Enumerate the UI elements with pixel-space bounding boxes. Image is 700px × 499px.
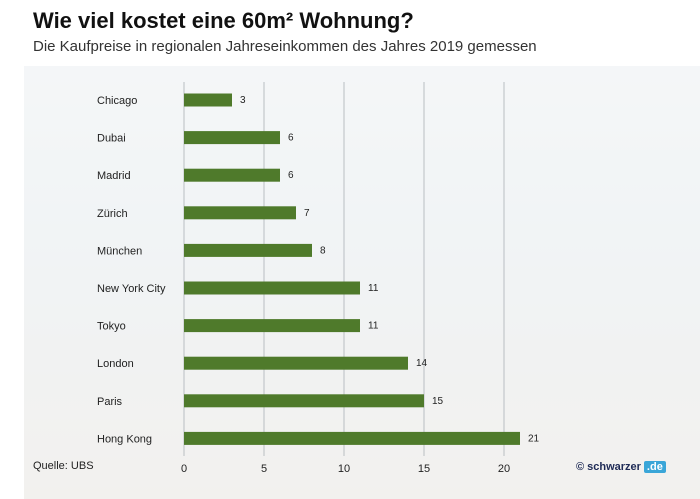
bar [184,168,280,182]
value-label: 14 [416,358,428,369]
value-label: 21 [528,433,540,444]
x-tick-label: 5 [261,463,267,475]
category-label: Zürich [97,208,128,220]
category-label: Tokyo [97,321,126,333]
background-haze [24,66,700,499]
brand-tld: .de [643,461,666,473]
category-label: Paris [97,396,123,408]
x-tick-label: 15 [418,463,430,475]
x-tick-label: 10 [338,463,350,475]
bar [184,206,296,220]
chart-title: Wie viel kostet eine 60m² Wohnung? [33,8,414,33]
bar [184,131,280,145]
value-label: 7 [304,208,310,219]
category-label: München [97,245,142,257]
x-tick-label: 0 [181,463,187,475]
bar [184,356,408,370]
brand-logo: © schwarzer .de [576,461,666,473]
bar [184,431,520,445]
x-tick-label: 20 [498,463,510,475]
category-label: Madrid [97,170,131,182]
copyright-icon: © [576,461,585,473]
chart-subtitle: Die Kaufpreise in regionalen Jahreseinko… [33,38,537,55]
value-label: 8 [320,245,326,256]
value-label: 3 [240,95,246,106]
bar [184,93,232,107]
value-label: 15 [432,396,444,407]
value-label: 6 [288,133,294,144]
chart-background [24,66,700,499]
category-label: London [97,358,134,370]
bar [184,281,360,295]
value-label: 11 [368,283,379,294]
value-label: 11 [368,321,379,332]
bar [184,243,312,257]
brand-name: schwarzer [587,461,641,473]
category-label: Dubai [97,133,126,145]
source-note: Quelle: UBS [33,460,94,472]
bar [184,319,360,333]
value-label: 6 [288,170,294,181]
bar [184,394,424,408]
category-label: Hong Kong [97,433,152,445]
category-label: New York City [97,283,166,295]
category-label: Chicago [97,95,137,107]
